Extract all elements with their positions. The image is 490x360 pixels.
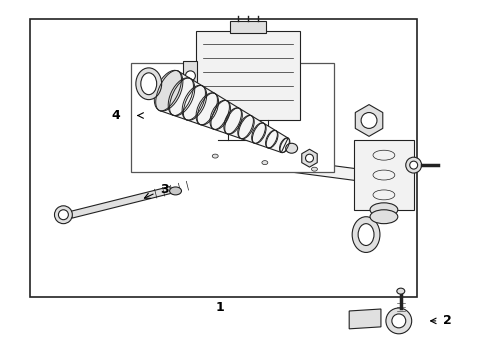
Ellipse shape [154,70,183,111]
Bar [131,63,334,172]
Polygon shape [302,149,317,167]
Ellipse shape [361,113,377,129]
Ellipse shape [185,71,196,81]
Ellipse shape [212,154,218,158]
Ellipse shape [149,136,176,168]
Ellipse shape [54,206,73,224]
Bar [183,61,197,91]
Ellipse shape [386,308,412,334]
Ellipse shape [370,210,398,224]
Ellipse shape [306,154,314,162]
Ellipse shape [358,224,374,246]
Bar [230,21,266,33]
Ellipse shape [170,187,181,195]
Text: 3: 3 [161,184,169,197]
Ellipse shape [141,73,157,95]
Polygon shape [349,309,381,329]
Ellipse shape [410,161,417,169]
Ellipse shape [262,161,268,165]
Bar [354,140,414,210]
Text: 2: 2 [443,314,452,327]
Ellipse shape [397,288,405,294]
Ellipse shape [58,210,69,220]
Ellipse shape [155,142,171,162]
Ellipse shape [370,203,398,217]
Ellipse shape [136,68,162,100]
Bar [196,31,299,121]
Ellipse shape [392,314,406,328]
Ellipse shape [406,157,421,173]
Text: 1: 1 [216,301,224,314]
Ellipse shape [352,217,380,252]
Bar [30,19,416,297]
Polygon shape [71,186,172,218]
Polygon shape [355,105,383,136]
Ellipse shape [286,143,297,153]
Ellipse shape [312,167,318,171]
Text: 4: 4 [111,109,120,122]
Polygon shape [156,142,359,181]
Polygon shape [159,71,288,152]
